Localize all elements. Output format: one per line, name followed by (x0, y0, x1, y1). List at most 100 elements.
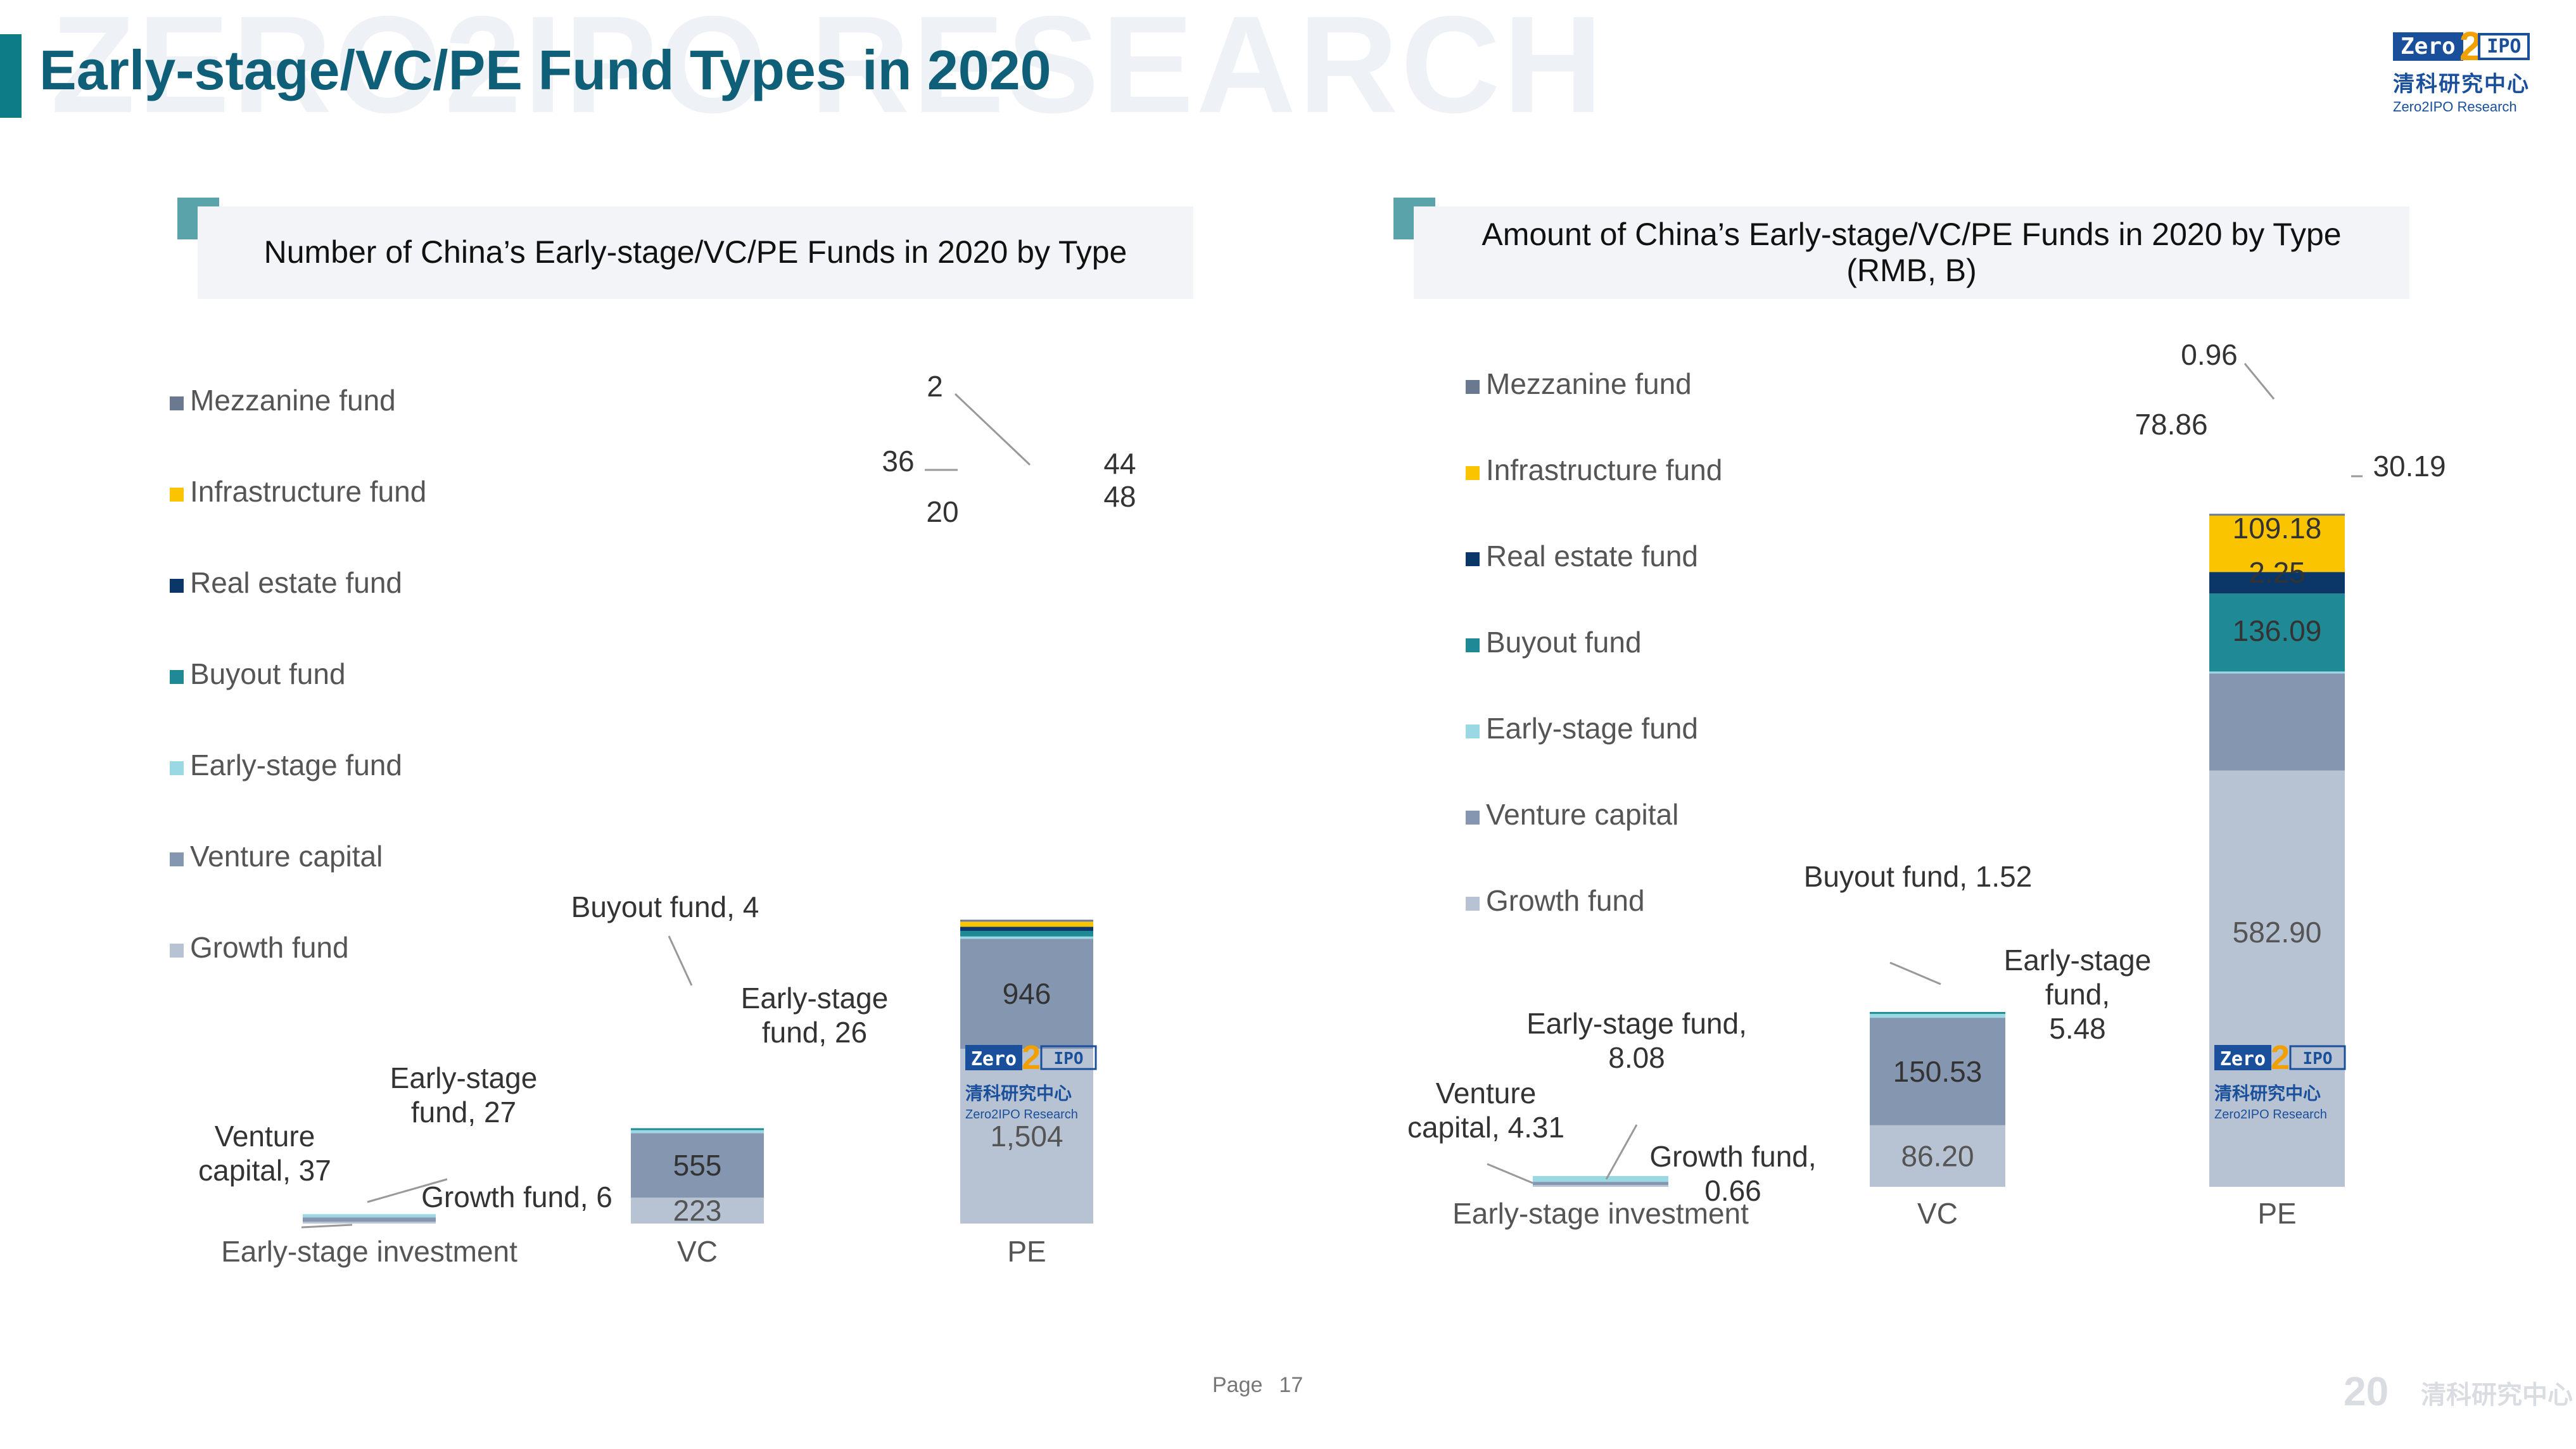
chart2-bar-pe-mezzanine-fund (2209, 514, 2345, 516)
chart1-bar-vc-venture-capital (631, 1133, 764, 1198)
chart2-legend-label-real-estate-fund: Real estate fund (1486, 540, 1698, 573)
chart2-callout-line: 78.86 (2135, 408, 2207, 441)
chart2-callout-line: 5.48 (2049, 1012, 2106, 1045)
chart1-category-label-early-stage-investment: Early-stage investment (221, 1235, 517, 1268)
footer-logo-text: 清科研究中心 (2421, 1381, 2573, 1409)
chart2-callout-78-86: 78.86 (2135, 408, 2207, 441)
chart1-callout-line: 36 (882, 445, 914, 478)
chart2-data-label-582-90: 582.90 (2233, 916, 2322, 949)
chart2-callout-buyout-fund-1-52: Buyout fund, 1.52 (1804, 860, 2033, 893)
chart1-legend-label-real-estate-fund: Real estate fund (190, 566, 402, 599)
chart1-bar-early-stage-investment-early-stage-fund (303, 1214, 436, 1218)
chart1-callout-44: 44 (1103, 447, 1136, 480)
chart2-bar-pe-real-estate-fund (2209, 572, 2345, 594)
chart2-bar-vc-early-stage-fund (1870, 1013, 2005, 1018)
chart1-callout-20: 20 (926, 495, 958, 528)
logo-english-name: Zero2IPO Research (2393, 99, 2517, 115)
chart1-callout-36: 36 (882, 445, 914, 478)
chart2-legend-swatch-venture-capital (1466, 811, 1480, 825)
chart1-callout-line: Venture (215, 1120, 315, 1153)
right-chart-title-text: Amount of China’s Early-stage/VC/PE Fund… (1482, 216, 2342, 289)
chart1-legend-label-early-stage-fund: Early-stage fund (190, 749, 402, 781)
chart1-legend-label-venture-capital: Venture capital (190, 840, 383, 873)
chart1-legend-swatch-early-stage-fund (170, 761, 184, 775)
chart1-legend-swatch-buyout-fund (170, 670, 184, 684)
chart1-bar-pe-mezzanine-fund (960, 920, 1093, 922)
chart1-bar-pe-infrastructure-fund (960, 921, 1093, 927)
chart2-data-label-136-09: 136.09 (2233, 614, 2322, 647)
chart2-leader-line-buyout-fund-1-52 (1889, 961, 1941, 985)
chart1-callout-2: 2 (927, 370, 943, 403)
chart1-legend-label-infrastructure-fund: Infrastructure fund (190, 475, 426, 508)
chart2-callout-line: Early-stage fund, (1526, 1007, 1747, 1040)
chart2-legend-swatch-early-stage-fund (1466, 724, 1480, 738)
chart2-callout-early-stage-fund-5-48: Early-stage fund, 5.48 (2004, 944, 2152, 1045)
chart2-callout-30-19: 30.19 (2373, 450, 2446, 483)
chart1-callout-early-stage-fund-26: Early-stage fund, 26 (741, 982, 889, 1049)
chart1-bar-logo-zero-text: Zero (971, 1048, 1017, 1070)
chart1-leader-line-buyout-fund-4 (668, 935, 693, 986)
chart2-bar-logo-ipo-text: IPO (2303, 1049, 2333, 1068)
chart2-bar-early-stage-investment-growth-fund (1533, 1185, 1668, 1187)
chart1-callout-line: 2 (927, 370, 943, 403)
chart2-legend-swatch-real-estate-fund (1466, 552, 1480, 566)
chart2-callout-growth-fund-0-66: Growth fund, 0.66 (1649, 1140, 1816, 1207)
chart2-data-label-150-53: 150.53 (1893, 1055, 1983, 1088)
chart2-callout-line: Early-stage (2004, 944, 2152, 977)
chart1-callout-line: capital, 37 (198, 1154, 331, 1187)
chart1-bar-pe-growth-fund (960, 1049, 1093, 1224)
chart2-legend-label-buyout-fund: Buyout fund (1486, 626, 1642, 659)
page-label: Page (1212, 1373, 1263, 1397)
chart2-leader-line-early-stage-fund-8-08 (1605, 1124, 1638, 1180)
chart1-data-label-946: 946 (1003, 977, 1051, 1010)
left-chart-title: Number of China’s Early-stage/VC/PE Fund… (198, 206, 1193, 299)
chart2-leader-line-venture-capital-4-31 (1487, 1163, 1533, 1184)
right-chart-title: Amount of China’s Early-stage/VC/PE Fund… (1414, 206, 2409, 299)
left-chart-title-text: Number of China’s Early-stage/VC/PE Fund… (263, 234, 1127, 270)
chart2-callout-line: 30.19 (2373, 450, 2446, 483)
chart1-legend-label-mezzanine-fund: Mezzanine fund (190, 384, 396, 417)
chart2-legend-swatch-mezzanine-fund (1466, 380, 1480, 394)
chart2-bar-vc-venture-capital (1870, 1018, 2005, 1125)
chart1-bar-early-stage-investment-venture-capital (303, 1217, 436, 1222)
chart2-callout-line: 0.96 (2181, 338, 2238, 371)
chart2-legend-label-early-stage-fund: Early-stage fund (1486, 712, 1698, 745)
chart1-callout-venture-capital-37: Venture capital, 37 (198, 1120, 331, 1187)
chart1-bar-pe-buyout-fund (960, 930, 1093, 937)
chart1-callout-early-stage-fund-27: Early-stage fund, 27 (390, 1061, 538, 1129)
chart2-category-label-early-stage-investment: Early-stage investment (1452, 1197, 1749, 1230)
chart2-legend-label-growth-fund: Growth fund (1486, 884, 1645, 917)
chart1-legend-swatch-real-estate-fund (170, 579, 184, 593)
chart2-category-label-vc: VC (1917, 1197, 1958, 1230)
chart1-legend-label-buyout-fund: Buyout fund (190, 657, 346, 690)
chart1-category-label-pe: PE (1007, 1235, 1046, 1268)
chart1-legend-swatch-mezzanine-fund (170, 396, 184, 410)
chart2-bar-pe-early-stage-fund (2209, 671, 2345, 674)
chart1-leader-line-early-stage-fund-27 (367, 1178, 448, 1203)
footer-logo-mark: 20 (2344, 1369, 2389, 1414)
chart2-bar-logo-en-text: Zero2IPO Research (2214, 1108, 2327, 1122)
chart1-bar-pe-early-stage-fund (960, 936, 1093, 939)
chart2-legend-label-infrastructure-fund: Infrastructure fund (1486, 453, 1722, 486)
chart1-callout-line: 20 (926, 495, 958, 528)
chart2-callout-line: Growth fund, (1649, 1140, 1816, 1173)
chart1-legend-swatch-growth-fund (170, 944, 184, 958)
page-number: 17 (1279, 1373, 1304, 1397)
logo-chinese-name: 清科研究中心 (2393, 72, 2530, 97)
chart1-data-label-223: 223 (673, 1194, 722, 1227)
chart2-data-label-109-18: 109.18 (2233, 512, 2322, 545)
chart1-callout-line: 44 (1103, 447, 1136, 480)
chart1-bar-early-stage-investment-growth-fund (303, 1222, 436, 1224)
chart1-data-label-555: 555 (673, 1149, 722, 1182)
chart2-callout-line: fund, (2045, 978, 2110, 1011)
chart1-leader-line-2 (954, 393, 1031, 466)
chart2-legend-swatch-infrastructure-fund (1466, 466, 1480, 480)
chart2-bar-vc-buyout-fund (1870, 1011, 2005, 1014)
chart2-bar-logo-two-text: 2 (2271, 1039, 2290, 1077)
chart2-bar-logo-ipo-icon (2289, 1045, 2346, 1070)
chart2-bar-pe-infrastructure-fund (2209, 516, 2345, 573)
logo-zero: Zero (2393, 32, 2463, 61)
chart2-legend-swatch-growth-fund (1466, 897, 1480, 911)
page-title: Early-stage/VC/PE Fund Types in 2020 (39, 39, 1051, 101)
